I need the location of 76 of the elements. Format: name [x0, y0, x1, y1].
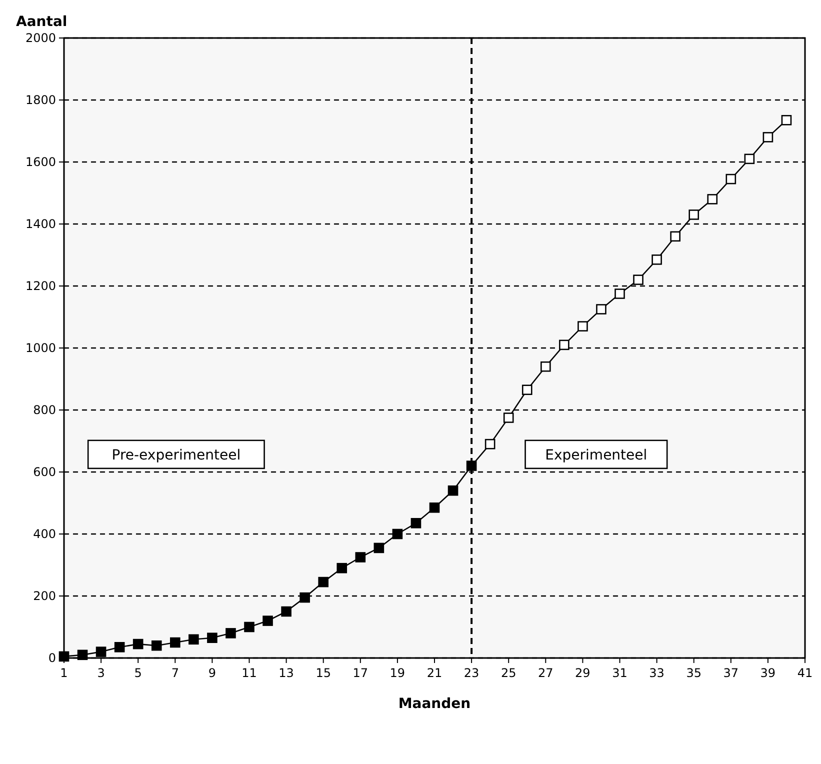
- point: [58, 651, 70, 662]
- x-tick-label: 5: [134, 666, 142, 680]
- annotation: Pre-experimenteel: [112, 447, 241, 464]
- point: [688, 210, 699, 220]
- point: [132, 638, 144, 650]
- x-tick-label: 35: [686, 666, 702, 680]
- point: [244, 622, 254, 632]
- x-tick-label: 33: [649, 666, 664, 680]
- point: [300, 592, 310, 603]
- point: [540, 361, 551, 372]
- point: [429, 502, 440, 513]
- y-tick-label: 1600: [25, 155, 56, 169]
- y-tick-label: 200: [33, 589, 56, 603]
- x-tick-label: 39: [760, 666, 776, 680]
- point: [207, 632, 218, 643]
- y-axis-title: Aantal: [16, 14, 68, 30]
- x-tick-label: 21: [426, 666, 442, 680]
- point: [77, 650, 88, 660]
- x-tick-label: 19: [390, 666, 406, 680]
- x-tick-label: 15: [316, 666, 331, 680]
- x-tick-label: 9: [208, 666, 216, 680]
- x-tick-label: 37: [723, 666, 739, 680]
- point: [392, 528, 403, 540]
- y-tick-label: 2000: [25, 31, 56, 45]
- point: [448, 485, 458, 496]
- point: [762, 132, 774, 142]
- point: [114, 642, 125, 652]
- point: [151, 640, 162, 651]
- point: [170, 637, 180, 648]
- y-tick-label: 400: [33, 527, 56, 541]
- point: [96, 646, 106, 657]
- x-tick-label: 1: [60, 666, 68, 680]
- point: [318, 576, 328, 588]
- point: [670, 231, 680, 242]
- point: [578, 321, 588, 332]
- y-tick-label: 1800: [25, 93, 56, 107]
- point: [355, 552, 366, 562]
- point: [503, 412, 514, 423]
- point: [633, 274, 644, 285]
- point: [336, 562, 348, 574]
- y-tick-label: 600: [33, 465, 56, 479]
- x-tick-label: 29: [575, 666, 590, 680]
- x-tick-label: 7: [171, 666, 179, 680]
- x-tick-label: 13: [278, 666, 294, 680]
- point: [726, 174, 736, 184]
- point: [281, 606, 292, 617]
- x-tick-label: 27: [538, 666, 554, 680]
- x-tick-label: 25: [500, 666, 516, 680]
- point: [522, 384, 532, 395]
- x-tick-label: 3: [97, 666, 105, 680]
- point: [559, 340, 570, 350]
- point: [226, 628, 236, 638]
- point: [262, 616, 273, 626]
- x-axis-title: Maanden: [398, 696, 471, 712]
- y-tick-label: 1000: [25, 341, 56, 355]
- point: [596, 304, 606, 314]
- point: [614, 288, 625, 299]
- point: [188, 634, 199, 645]
- point: [410, 518, 422, 528]
- y-tick-label: 0: [48, 651, 56, 665]
- x-tick-label: 31: [612, 666, 628, 680]
- point: [652, 254, 662, 265]
- y-tick-label: 1200: [25, 279, 56, 293]
- x-tick-label: 11: [242, 666, 257, 680]
- point: [484, 438, 496, 450]
- x-tick-label: 23: [464, 666, 480, 680]
- point: [374, 542, 384, 554]
- x-tick-label: 41: [797, 666, 813, 680]
- point: [781, 115, 792, 126]
- x-tick-label: 17: [352, 666, 368, 680]
- annotation: Experimenteel: [545, 447, 648, 464]
- point: [707, 194, 718, 204]
- point: [466, 460, 477, 471]
- point: [744, 154, 755, 164]
- y-tick-label: 1400: [25, 217, 56, 231]
- y-tick-label: 800: [33, 403, 56, 417]
